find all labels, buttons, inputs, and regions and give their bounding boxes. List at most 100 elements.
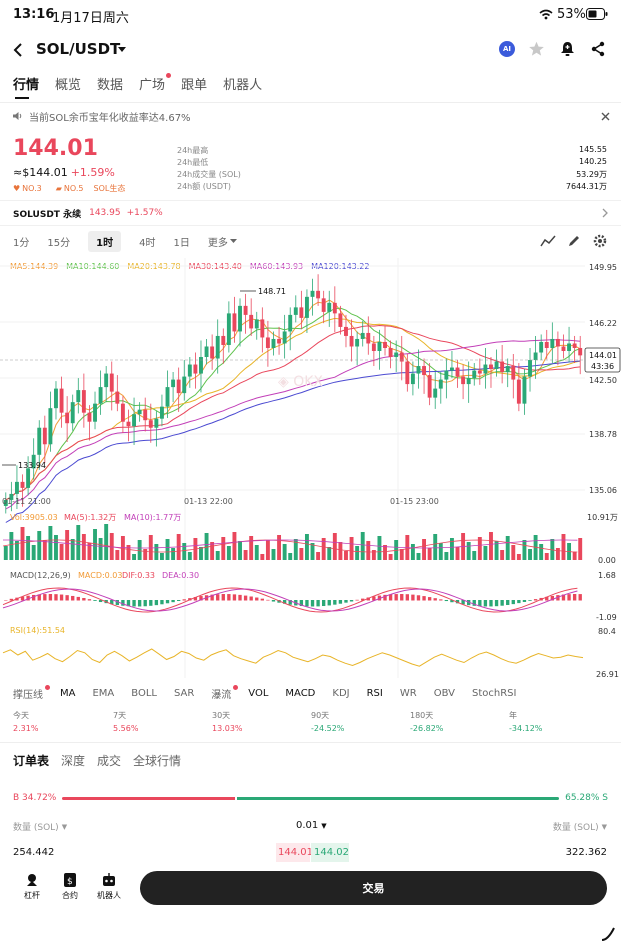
macd-tick-min: -1.09 (596, 613, 617, 622)
kline-chart[interactable]: 149.95 146.22 142.50 138.78 135.06 01-11… (0, 258, 621, 682)
indicator-sar[interactable]: SAR (173, 687, 195, 699)
tab-trades[interactable]: 成交 (97, 754, 122, 768)
qty-header-right[interactable]: 数量 (SOL) ▼ (553, 820, 607, 834)
notice-bar[interactable]: 当前SOL余币宝年化收益率达4.67% (12, 106, 610, 126)
macd-bar (65, 595, 69, 601)
candle-body (70, 402, 75, 424)
candle-body (98, 387, 103, 404)
bot-button[interactable]: 机器人 (91, 872, 127, 901)
dea-value: DEA:0.30 (162, 571, 199, 580)
close-icon[interactable] (601, 112, 610, 121)
candle-body (461, 376, 466, 385)
qty-header-left[interactable]: 数量 (SOL) ▼ (13, 820, 68, 834)
pair-title[interactable]: SOL/USDT (36, 40, 121, 58)
status-date: 1月17日周六 (52, 11, 129, 26)
tag-ecosystem[interactable]: SOL生态 (93, 184, 126, 193)
indicator-vol[interactable]: VOL (248, 687, 269, 699)
indicator-ma[interactable]: MA (60, 687, 76, 699)
ma-line (5, 317, 581, 501)
macd-value: MACD:0.03 (78, 571, 123, 580)
volume-bar (327, 547, 332, 560)
perf-value-180d: -26.82% (410, 724, 444, 733)
timeframe-more[interactable]: 更多 (207, 237, 228, 249)
candle-body (126, 421, 131, 427)
chart-tag-icon: ▰ (55, 184, 62, 193)
macd-bar (288, 600, 292, 605)
settings-gear-icon[interactable] (593, 234, 607, 248)
candle-body (9, 493, 14, 500)
macd-bar (299, 600, 304, 607)
indicator-obv[interactable]: OBV (433, 687, 455, 699)
tab-data[interactable]: 数据 (97, 78, 124, 93)
trade-button[interactable]: 交易 (140, 871, 607, 905)
back-icon[interactable] (12, 42, 24, 58)
contract-label: 合约 (62, 891, 78, 900)
y-tick-4: 138.78 (589, 430, 617, 439)
volume-bar (165, 539, 170, 560)
rsi-polyline (2, 648, 584, 667)
precision-select[interactable]: 0.01 ▼ (296, 820, 327, 831)
indicator-kdj[interactable]: KDJ (332, 687, 350, 699)
macd-bar (149, 600, 153, 606)
star-icon[interactable] (528, 41, 545, 57)
tab-global-market[interactable]: 全球行情 (133, 754, 182, 768)
contract-button[interactable]: $ 合约 (52, 872, 88, 901)
tab-orderbook[interactable]: 订单表 (13, 754, 50, 768)
ask-price[interactable]: 144.02 (314, 847, 349, 858)
candle-body (154, 418, 159, 428)
candle-body (360, 332, 365, 339)
macd-bar (82, 597, 86, 601)
tab-copytrade[interactable]: 跟单 (181, 78, 208, 93)
ma-line (5, 339, 581, 510)
tab-overview[interactable]: 概览 (55, 78, 82, 93)
tab-square[interactable]: 广场 (139, 73, 172, 99)
leverage-button[interactable]: 杠杆 (14, 872, 50, 901)
caret-down-icon: ▼ (61, 822, 68, 831)
buy-sell-ratio: B 34.72% 65.28% S (13, 792, 608, 804)
macd-bar (572, 594, 577, 601)
indicator-boll[interactable]: BOLL (131, 687, 157, 699)
volume-bar (438, 543, 443, 560)
candle-body (199, 357, 203, 374)
indicator-wr[interactable]: WR (399, 687, 417, 699)
tab-depth[interactable]: 深度 (61, 754, 86, 768)
macd-bar (182, 599, 186, 601)
macd-bar (405, 594, 409, 601)
bid-price[interactable]: 144.01 (278, 847, 313, 858)
indicator-support[interactable]: 撑压线 (13, 684, 50, 701)
timeframe-1d[interactable]: 1日 (173, 237, 190, 249)
tag-rank-1[interactable]: NO.3 (22, 184, 42, 193)
candle-body (293, 307, 298, 315)
macd-bar (472, 600, 476, 606)
indicator-waterfall[interactable]: 瀑流 (211, 684, 239, 701)
candle-body (132, 414, 137, 427)
timeframe-1m[interactable]: 1分 (13, 237, 30, 249)
tag-rank-2[interactable]: NO.5 (63, 184, 84, 193)
perp-row[interactable]: SOLUSDT 永续 143.95 +1.57% (0, 200, 621, 226)
tab-bots[interactable]: 机器人 (223, 78, 263, 93)
macd-bar (545, 596, 549, 601)
timeframe-15m[interactable]: 15分 (47, 237, 71, 249)
candle-body (115, 391, 120, 404)
volume-bar (199, 547, 203, 560)
tab-market[interactable]: 行情 (13, 74, 39, 99)
indicator-icon[interactable] (540, 235, 556, 247)
ai-icon[interactable]: AI (499, 41, 515, 57)
alert-icon[interactable] (560, 41, 575, 57)
timeframe-4h[interactable]: 4时 (139, 237, 156, 249)
candle-body (394, 352, 399, 358)
candle-body (282, 331, 287, 344)
macd-bar (422, 596, 426, 601)
indicator-macd[interactable]: MACD (285, 687, 316, 699)
indicator-rsi[interactable]: RSI (366, 687, 383, 699)
share-icon[interactable] (590, 41, 606, 57)
indicator-stochrsi[interactable]: StochRSI (471, 687, 517, 699)
y-tick-3: 142.50 (589, 376, 617, 385)
macd-bar (193, 597, 198, 601)
macd-bar (400, 594, 404, 601)
price-usd: ≈$144.01 (13, 166, 68, 179)
draw-icon[interactable] (567, 234, 581, 248)
indicator-ema[interactable]: EMA (92, 687, 115, 699)
chevron-down-icon[interactable] (118, 47, 126, 53)
timeframe-1h[interactable]: 1时 (88, 230, 122, 252)
